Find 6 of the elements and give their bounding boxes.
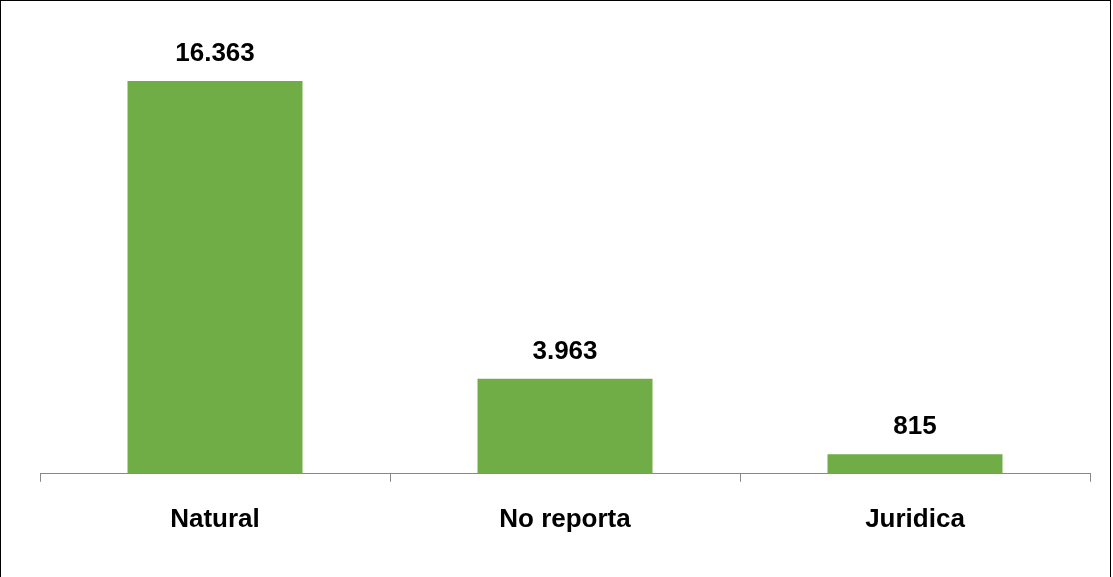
data-label: 815 <box>893 410 937 441</box>
x-tick-label: Natural <box>170 502 260 533</box>
x-tick-label: No reporta <box>499 502 632 533</box>
data-label: 3.963 <box>532 334 598 365</box>
data-label: 16.363 <box>175 37 255 68</box>
x-tick-label: Juridica <box>865 502 966 533</box>
